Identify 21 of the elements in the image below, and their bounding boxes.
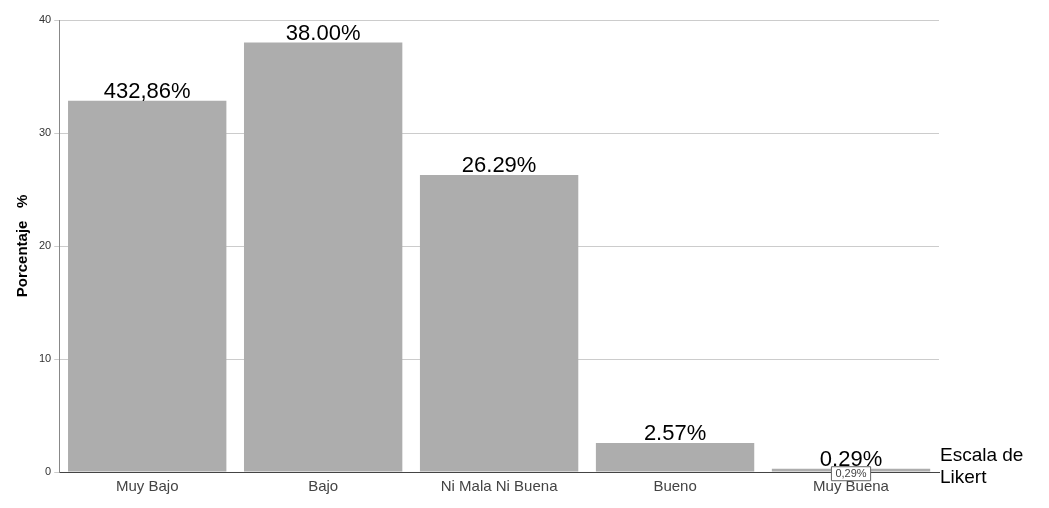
y-tick-label: 0 [45, 465, 52, 478]
data-label: 2.57% [643, 420, 707, 446]
x-tick-label: Ni Mala Ni Buena [440, 477, 559, 495]
y-tick-label: 40 [38, 13, 52, 26]
bar [419, 174, 579, 472]
data-label: 26.29% [461, 151, 537, 177]
x-tick-label: Muy Buena [813, 477, 890, 495]
bar [595, 442, 755, 472]
y-axis-title: Porcentaje % [13, 194, 31, 298]
y-tick-label: 10 [38, 352, 52, 365]
bar [243, 42, 403, 472]
y-tick-label: 20 [38, 239, 52, 252]
x-tick-label: Muy Bajo [115, 477, 179, 495]
y-tick-label: 30 [38, 126, 52, 139]
x-axis-title: Escala de Likert [940, 444, 1025, 488]
x-tick-label: Bajo [308, 477, 339, 495]
annotation: 0,29% [835, 467, 867, 480]
bar [68, 100, 227, 472]
data-label: 38.00% [285, 19, 361, 45]
x-tick-label: Bueno [653, 477, 697, 495]
annotation: 432,86% [103, 77, 191, 103]
